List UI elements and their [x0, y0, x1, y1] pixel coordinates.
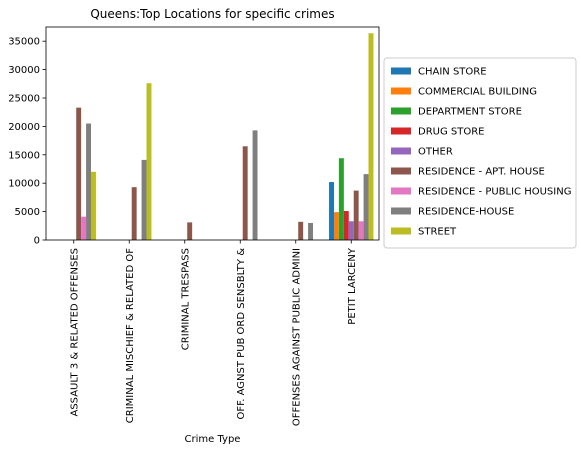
legend: CHAIN STORE COMMERCIAL BUILDING DEPARTMENT… — [383, 57, 577, 249]
legend-frame — [383, 57, 577, 249]
bar — [146, 83, 152, 240]
y-tick-label: 5000 — [15, 207, 40, 218]
x-axis-label: Crime Type — [185, 434, 241, 445]
bar — [333, 212, 339, 240]
bar — [86, 123, 92, 240]
chart-title: Queens:Top Locations for specific crimes — [90, 7, 334, 21]
bar — [353, 190, 359, 240]
bar — [368, 33, 374, 240]
legend-swatch — [391, 207, 411, 215]
legend-swatch — [391, 127, 411, 135]
bar — [76, 107, 82, 240]
bar — [308, 222, 314, 240]
legend-label: OTHER — [418, 147, 453, 158]
bar — [81, 216, 87, 240]
bar — [363, 174, 369, 240]
bar — [91, 171, 96, 240]
legend-label: RESIDENCE - APT. HOUSE — [418, 167, 545, 178]
bar — [252, 130, 258, 240]
x-tick-label: ASSAULT 3 & RELATED OFFENSES — [69, 248, 80, 417]
legend-label: DRUG STORE — [418, 127, 485, 138]
bar — [343, 211, 349, 240]
bars-layer — [76, 33, 374, 240]
legend-label: COMMERCIAL BUILDING — [418, 87, 537, 98]
y-tick-label: 30000 — [8, 65, 40, 76]
legend-swatch — [391, 67, 411, 75]
legend-label: RESIDENCE - PUBLIC HOUSING — [418, 187, 571, 198]
bar — [298, 221, 304, 240]
y-tick-label: 15000 — [8, 150, 40, 161]
plot-frame — [45, 26, 380, 241]
legend-swatch — [391, 187, 411, 195]
bar — [338, 158, 344, 240]
bar — [187, 222, 193, 240]
legend-label: STREET — [418, 227, 457, 238]
y-tick-label: 10000 — [8, 179, 40, 190]
y-tick-label: 25000 — [8, 94, 40, 105]
y-tick-label: 20000 — [8, 122, 40, 133]
bar — [141, 159, 147, 240]
axes-layer: 0 5000 10000 15000 20000 25000 30000 35000 ASSAU… — [8, 26, 380, 426]
legend-swatch — [391, 147, 411, 155]
legend-swatch — [391, 227, 411, 235]
x-tick-label: OFF. AGNST PUB ORD SENSBLTY & — [236, 248, 247, 420]
legend-label: DEPARTMENT STORE — [418, 107, 522, 118]
y-tick-label: 35000 — [8, 37, 40, 48]
legend-swatch — [391, 107, 411, 115]
x-tick-label: CRIMINAL MISCHIEF & RELATED OF — [125, 248, 136, 423]
y-tick-label: 0 — [34, 236, 40, 247]
legend-label: CHAIN STORE — [418, 67, 487, 78]
x-tick-label: PETIT LARCENY — [347, 247, 358, 325]
bar — [131, 187, 137, 240]
bar — [358, 221, 364, 240]
x-tick-label: OFFENSES AGAINST PUBLIC ADMINI — [291, 248, 302, 426]
bar — [348, 221, 354, 240]
bar — [242, 146, 248, 240]
x-tick-label: CRIMINAL TRESPASS — [180, 248, 191, 350]
legend-label: RESIDENCE-HOUSE — [418, 207, 514, 218]
bar — [329, 182, 334, 240]
legend-swatch — [391, 167, 411, 175]
legend-swatch — [391, 87, 411, 95]
